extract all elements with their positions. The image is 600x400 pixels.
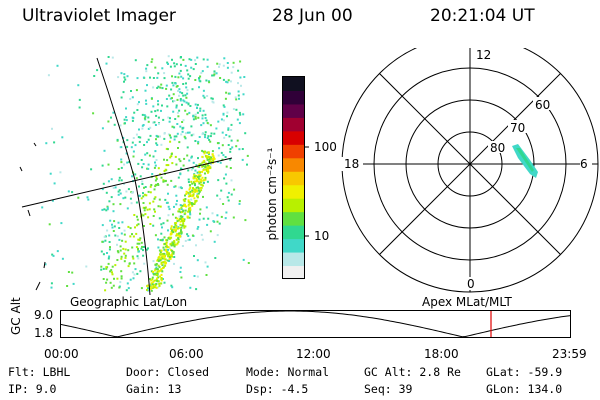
orbit-altitude-plot	[60, 310, 571, 338]
glon-info: GLon: 134.0	[486, 382, 563, 396]
time-tick-1800: 18:00	[424, 347, 459, 361]
glat-info: GLat: -59.9	[486, 365, 563, 379]
gain-info: Gain: 13	[126, 382, 182, 396]
time-tick-1200: 12:00	[296, 347, 331, 361]
seq-info: Seq: 39	[364, 382, 413, 396]
colorbar-tick-10: 10	[314, 229, 330, 243]
mlat-label-60: 60	[535, 98, 551, 112]
geographic-title: Geographic Lat/Lon	[70, 295, 188, 309]
instrument-title: Ultraviolet Imager	[22, 6, 176, 26]
color-scale-bar	[282, 76, 309, 280]
mode-info: Mode: Normal	[246, 365, 330, 379]
mlt-label-18: 18	[344, 157, 360, 171]
altitude-curve	[60, 310, 571, 338]
altitude-axis-label: GC Alt	[9, 297, 23, 335]
observation-date: 28 Jun 00	[272, 6, 353, 26]
gc-alt-info: GC Alt: 2.8 Re	[364, 365, 461, 379]
altitude-tick-bottom: 1.8	[34, 326, 54, 340]
geographic-image	[19, 55, 250, 295]
longitude-meridian-line	[96, 57, 151, 295]
dsp-info: Dsp: -4.5	[246, 382, 309, 396]
polar-mlt-plot	[341, 48, 599, 293]
apex-title: Apex MLat/MLT	[422, 295, 512, 309]
observation-time: 20:21:04 UT	[430, 6, 535, 26]
time-tick-2359: 23:59	[552, 347, 587, 361]
mlt-label-0: 0	[467, 277, 475, 291]
mlat-label-70: 70	[510, 121, 526, 135]
altitude-tick-top: 9.0	[34, 308, 54, 322]
ip-info: IP: 9.0	[8, 382, 57, 396]
filter-info: Flt: LBHL	[8, 365, 71, 379]
colorbar-unit-label: photon cm⁻²s⁻¹	[265, 147, 279, 241]
mlt-label-12: 12	[476, 48, 492, 62]
coastline-fragments	[19, 142, 46, 291]
auroral-emission-pixels	[41, 55, 250, 292]
time-tick-0000: 00:00	[44, 347, 79, 361]
mlat-label-80: 80	[490, 141, 506, 155]
colorbar-tick-100: 100	[314, 140, 337, 154]
mlt-label-6: 6	[580, 157, 588, 171]
time-tick-0600: 06:00	[169, 347, 204, 361]
door-info: Door: Closed	[126, 365, 210, 379]
latitude-parallel-line	[21, 157, 233, 208]
polar-emission-patch	[512, 144, 538, 178]
